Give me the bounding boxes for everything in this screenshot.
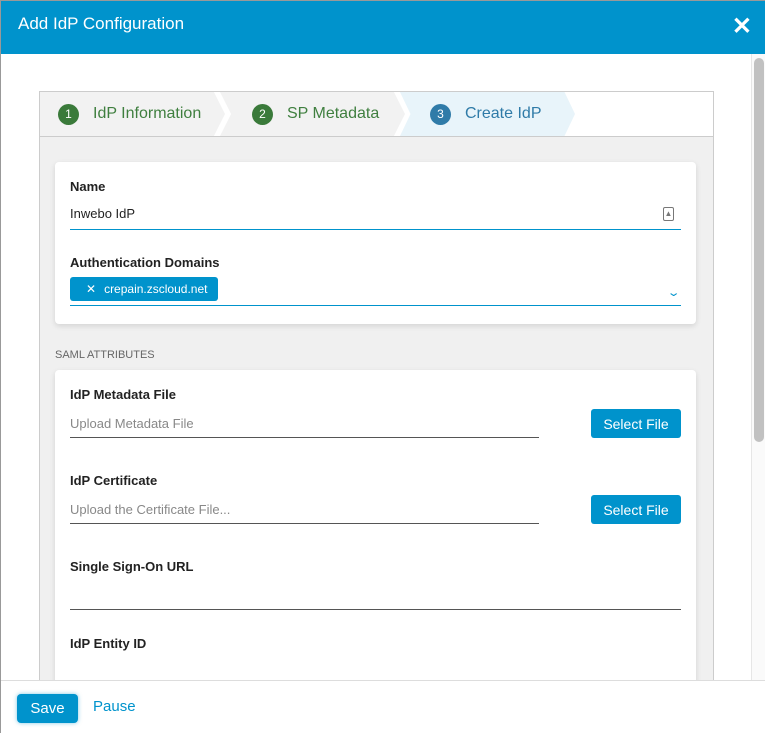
cert-underline (70, 523, 539, 524)
name-input[interactable]: Inwebo IdP (70, 206, 136, 221)
cert-input[interactable]: Upload the Certificate File... (70, 502, 231, 517)
step-label: Create IdP (465, 105, 542, 122)
dialog-header: Add IdP Configuration ✕ (1, 1, 765, 54)
step-number: 3 (430, 103, 451, 125)
dialog-footer: Save Pause (1, 680, 765, 734)
chevron-down-icon[interactable]: ⌄ (666, 287, 681, 299)
step-number: 2 (252, 103, 273, 125)
domain-chip: ✕ crepain.zscloud.net (70, 277, 219, 301)
general-card: Name Inwebo IdP ▲ Authentication Domains… (55, 162, 696, 324)
scrollbar-thumb[interactable] (754, 58, 764, 442)
step-sp-metadata[interactable]: 2 SP Metadata (220, 92, 405, 136)
step-create-idp[interactable]: 3 Create IdP (400, 92, 575, 136)
pause-link[interactable]: Pause (93, 698, 136, 715)
contact-card-icon: ▲ (663, 207, 674, 221)
metadata-underline (70, 437, 539, 438)
select-metadata-file-button[interactable]: Select File (591, 409, 681, 438)
step-label: IdP Information (93, 105, 202, 122)
metadata-label: IdP Metadata File (70, 387, 176, 402)
step-label: SP Metadata (287, 105, 380, 122)
saml-card: IdP Metadata File Upload Metadata File S… (55, 370, 696, 680)
name-underline (70, 229, 681, 230)
scrollbar[interactable] (751, 54, 765, 680)
cert-label: IdP Certificate (70, 473, 158, 488)
entity-id-label: IdP Entity ID (70, 636, 147, 651)
name-label: Name (70, 179, 106, 194)
step-idp-information[interactable]: 1 IdP Information (40, 92, 225, 136)
saml-section-label: SAML ATTRIBUTES (55, 349, 155, 361)
wizard: 1 IdP Information 2 SP Metadata 3 Create Id… (39, 91, 714, 680)
dialog-body[interactable]: 1 IdP Information 2 SP Metadata 3 Create Id… (1, 54, 765, 680)
step-number: 1 (58, 103, 79, 125)
sso-url-label: Single Sign-On URL (70, 559, 194, 574)
domains-label: Authentication Domains (70, 255, 220, 270)
domain-chip-label: crepain.zscloud.net (104, 282, 208, 296)
dialog-title: Add IdP Configuration (18, 14, 185, 33)
domains-underline[interactable] (70, 305, 681, 306)
metadata-input[interactable]: Upload Metadata File (70, 416, 194, 431)
sso-url-input[interactable] (70, 609, 681, 610)
close-icon[interactable]: ✕ (731, 13, 752, 40)
remove-chip-icon[interactable]: ✕ (86, 282, 97, 296)
wizard-steps: 1 IdP Information 2 SP Metadata 3 Create Id… (40, 92, 713, 137)
select-cert-file-button[interactable]: Select File (591, 495, 681, 524)
save-button[interactable]: Save (17, 694, 78, 723)
